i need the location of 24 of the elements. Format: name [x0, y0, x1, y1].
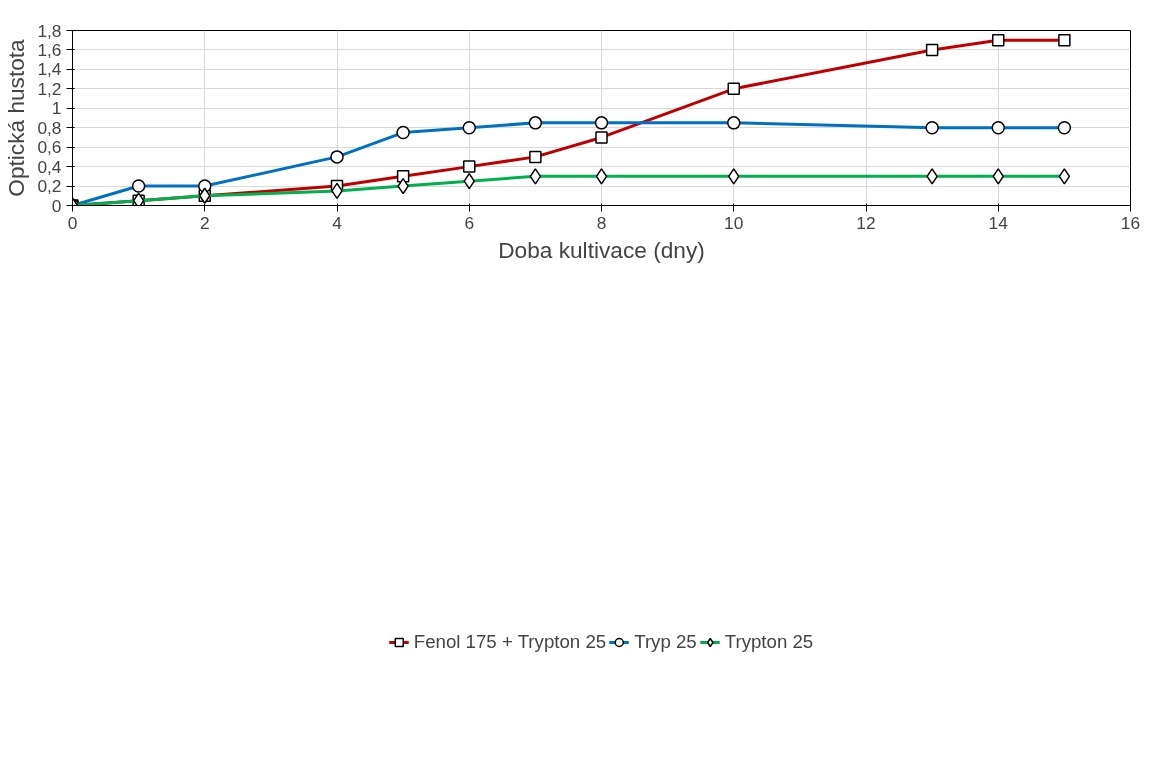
y-tick-label: 1,4	[37, 59, 62, 80]
x-axis-title: Doba kultivace (dny)	[498, 236, 705, 263]
y-tick-label: 1	[51, 98, 62, 119]
x-tick-label: 4	[332, 212, 343, 233]
y-tick-label: 0,4	[37, 156, 62, 177]
x-tick-label: 8	[596, 212, 607, 233]
y-tick-label: 0,6	[37, 137, 62, 158]
y-tick-label: 1,6	[37, 39, 62, 60]
x-tick-label: 10	[724, 212, 744, 233]
x-tick-label: 16	[1120, 212, 1141, 233]
x-tick-label: 0	[67, 212, 78, 233]
y-tick-label: 1,8	[37, 20, 62, 41]
x-tick-label: 14	[988, 212, 1009, 233]
y-axis-title: Optická hustota	[3, 38, 30, 197]
legend-label: Trypton 25	[724, 631, 814, 653]
x-tick-label: 2	[199, 212, 210, 233]
y-tick-label: 0,2	[37, 176, 62, 197]
y-tick-label: 0	[51, 195, 62, 216]
y-tick-label: 1,2	[37, 78, 62, 99]
legend-label: Tryp 25	[634, 631, 697, 653]
x-tick-label: 12	[856, 212, 876, 233]
x-tick-label: 6	[464, 212, 475, 233]
legend-label: Fenol 175 + Trypton 25	[413, 631, 607, 653]
y-tick-label: 0,8	[37, 117, 62, 138]
